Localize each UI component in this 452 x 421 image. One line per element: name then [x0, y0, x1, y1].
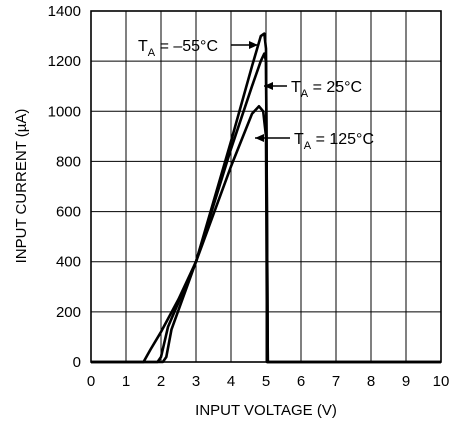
- series-line-3: [91, 105, 441, 364]
- x-tick-label: 8: [367, 373, 375, 390]
- plot-frame: [90, 10, 442, 363]
- series-line-2: [91, 52, 441, 364]
- x-tick-label: 6: [297, 373, 305, 390]
- x-tick-label: 4: [227, 373, 235, 390]
- plot-border: [90, 10, 442, 363]
- y-tick-label: 600: [56, 204, 81, 221]
- series-label-2: TA = 25°C: [291, 79, 362, 100]
- x-tick-label: 5: [262, 373, 270, 390]
- y-tick-label: 1000: [48, 103, 81, 120]
- arrowhead-icon: [264, 82, 273, 90]
- x-tick-label: 0: [87, 373, 95, 390]
- x-tick-label: 9: [402, 373, 410, 390]
- x-tick-label: 1: [122, 373, 130, 390]
- y-tick-labels: 0 200 400 600 800 1000 1200 1400: [48, 3, 81, 371]
- x-tick-label: 2: [157, 373, 165, 390]
- x-tick-labels: 0 1 2 3 4 5 6 7 8 9 10: [87, 373, 450, 390]
- x-tick-label: 7: [332, 373, 340, 390]
- annotations: TA = –55°C TA = 25°C TA = 125°C: [138, 38, 374, 152]
- y-tick-label: 200: [56, 304, 81, 321]
- arrowhead-icon: [249, 41, 258, 49]
- y-tick-label: 1200: [48, 53, 81, 70]
- series-lines: [91, 32, 441, 364]
- y-tick-label: 400: [56, 254, 81, 271]
- y-tick-label: 0: [73, 354, 81, 371]
- x-tick-label: 10: [433, 373, 450, 390]
- series-label-1: TA = –55°C: [138, 38, 218, 59]
- arrowhead-icon: [255, 134, 264, 142]
- series-label-3: TA = 125°C: [294, 131, 374, 152]
- x-tick-label: 3: [192, 373, 200, 390]
- y-tick-label: 800: [56, 153, 81, 170]
- y-axis-title: INPUT CURRENT (µA): [13, 109, 30, 264]
- y-tick-label: 1400: [48, 3, 81, 20]
- x-axis-title: INPUT VOLTAGE (V): [195, 402, 337, 419]
